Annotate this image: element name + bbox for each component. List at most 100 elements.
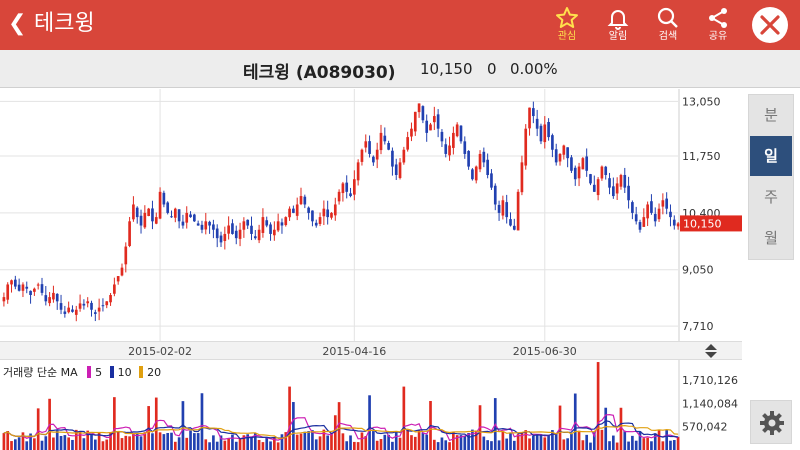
volume-bar <box>646 437 649 450</box>
candle-body <box>17 284 21 291</box>
volume-bar <box>116 432 120 450</box>
volume-bar <box>273 437 276 450</box>
candle-body <box>67 307 70 313</box>
candle-body <box>40 284 44 293</box>
volume-bar <box>379 438 383 450</box>
candle-body <box>570 157 573 171</box>
volume-bar <box>440 437 444 450</box>
candle-body <box>185 212 189 223</box>
candle-body <box>604 166 608 175</box>
chart-settings-button[interactable] <box>750 400 792 444</box>
candle-body <box>318 217 322 224</box>
candle-body <box>181 221 185 226</box>
candle-body <box>463 141 467 154</box>
candle-body <box>257 229 261 241</box>
volume-bar <box>341 433 345 450</box>
volume-bar <box>265 436 269 450</box>
candle-body <box>631 202 634 213</box>
candle-body <box>425 120 429 133</box>
close-button[interactable] <box>752 7 788 43</box>
candle-body <box>280 222 284 226</box>
volume-bar <box>185 437 189 450</box>
volume-bar <box>505 438 509 450</box>
volume-bar <box>352 441 356 450</box>
volume-bar <box>40 440 44 450</box>
volume-bar <box>600 429 604 450</box>
candle-body <box>379 132 383 151</box>
volume-bar <box>372 431 375 450</box>
volume-bar <box>227 438 230 450</box>
panel-resize-handle[interactable] <box>700 342 722 360</box>
volume-bar <box>448 442 451 450</box>
candle-body <box>520 162 524 193</box>
volume-legend: 거래량 단순 MA 5 10 20 <box>3 364 161 380</box>
volume-bar <box>436 442 440 450</box>
candle-body <box>269 224 272 234</box>
stock-name: 테크윙 (A089030) <box>243 63 396 83</box>
volume-chart[interactable]: 1,710,126 1,140,084 570,042 <box>0 360 748 450</box>
volume-bar <box>113 397 116 450</box>
candle-body <box>143 212 147 228</box>
volume-bar <box>261 442 265 450</box>
candle-body <box>452 132 455 148</box>
candle-body <box>52 292 55 300</box>
volume-bar <box>417 430 421 450</box>
candle-body <box>524 128 528 166</box>
candle-body <box>444 144 448 154</box>
candle-body <box>204 221 208 230</box>
period-day-button[interactable]: 일 <box>750 136 792 176</box>
candle-body <box>558 153 562 162</box>
volume-bar <box>581 440 585 450</box>
candle-body <box>417 103 421 113</box>
volume-bar <box>234 441 238 450</box>
y-tick-label: 11,750 <box>682 150 721 163</box>
candle-body <box>109 295 112 303</box>
current-price-tag <box>680 215 742 232</box>
volume-bar <box>467 432 470 450</box>
candle-body <box>676 223 680 227</box>
candle-body <box>314 222 318 226</box>
candle-body <box>6 284 10 300</box>
volume-bar <box>303 431 307 450</box>
x-tick-label: 2015-06-30 <box>513 345 577 358</box>
candle-body <box>295 204 299 216</box>
search-button[interactable]: 검색 <box>648 4 688 48</box>
candle-body <box>429 124 432 131</box>
volume-bar <box>322 429 326 450</box>
candle-body <box>231 223 234 234</box>
favorite-button[interactable]: 관심 <box>547 4 587 48</box>
candle-body <box>97 307 101 312</box>
volume-bar <box>512 440 516 450</box>
period-month-button[interactable]: 월 <box>750 218 792 258</box>
candle-body <box>573 167 577 180</box>
candle-body <box>219 235 223 243</box>
candle-body <box>646 204 649 219</box>
period-week-button[interactable]: 주 <box>750 177 792 217</box>
candle-body <box>653 213 657 222</box>
volume-bar <box>200 393 204 450</box>
volume-bar <box>585 434 589 450</box>
share-button[interactable]: 공유 <box>698 4 738 48</box>
volume-bar <box>501 431 505 450</box>
candle-body <box>299 196 303 205</box>
volume-bar <box>13 439 17 450</box>
alert-button[interactable]: 알림 <box>598 4 638 48</box>
volume-bar <box>52 437 55 450</box>
candle-body <box>223 233 227 242</box>
candle-body <box>665 198 669 209</box>
back-button[interactable]: ❮ <box>8 11 27 36</box>
candle-body <box>657 208 661 220</box>
period-minute-button[interactable]: 분 <box>750 95 792 135</box>
candle-body <box>532 108 535 117</box>
volume-ma20-line <box>3 424 679 440</box>
alert-label: 알림 <box>608 31 628 42</box>
volume-bar <box>406 429 409 450</box>
ma5-swatch <box>87 366 92 378</box>
candle-body <box>82 303 86 306</box>
candle-body <box>242 221 246 230</box>
volume-bar <box>238 438 242 450</box>
volume-bar <box>86 430 90 450</box>
volume-bar <box>93 439 97 450</box>
volume-bar <box>619 407 623 450</box>
